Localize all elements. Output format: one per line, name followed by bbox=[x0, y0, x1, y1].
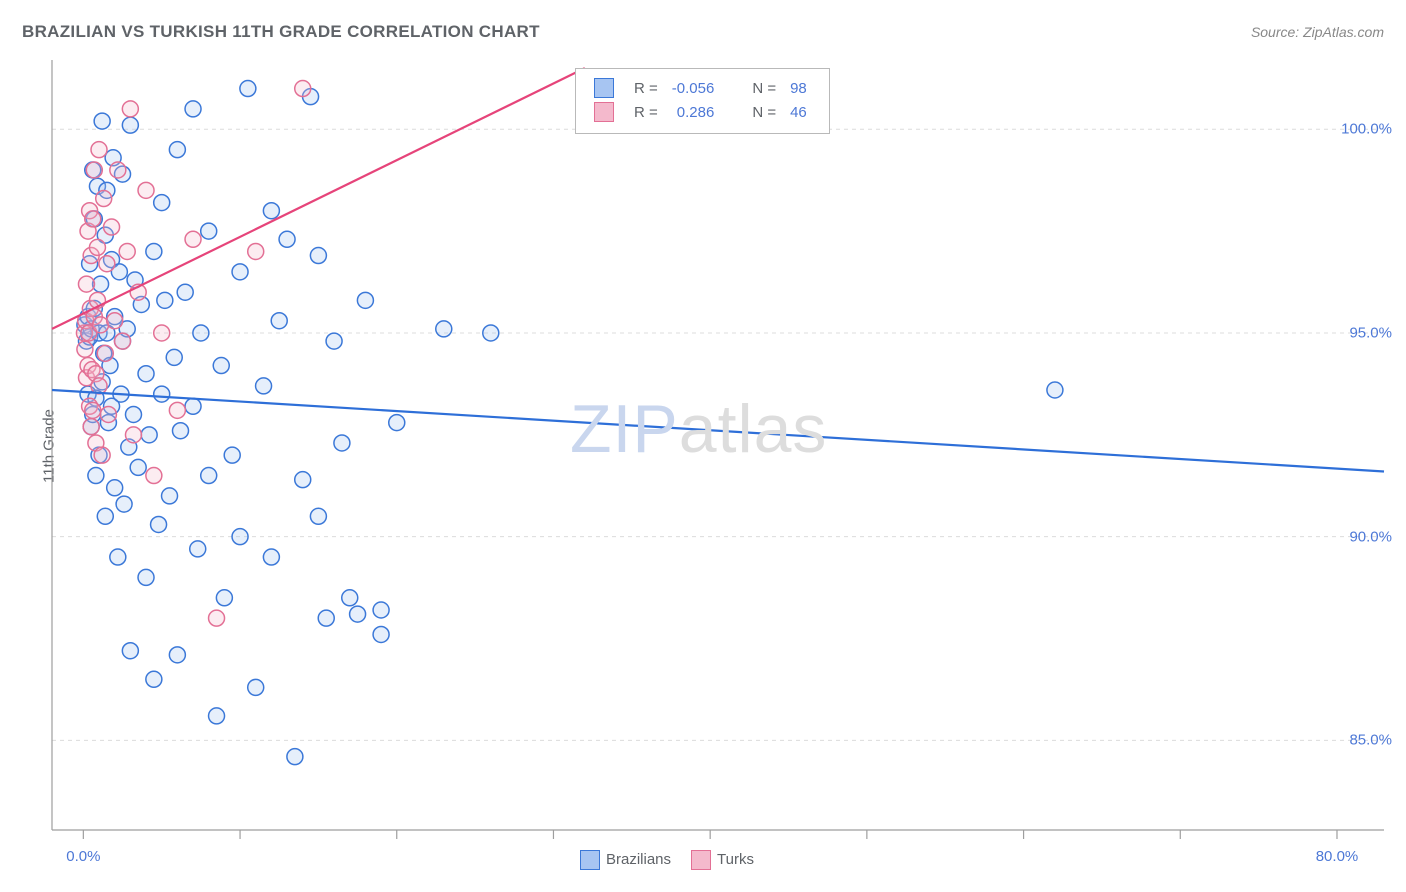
legend-swatch bbox=[594, 78, 614, 98]
stats-row: R =-0.056 N =98 bbox=[588, 77, 813, 99]
y-tick-label: 85.0% bbox=[1349, 732, 1392, 749]
stats-legend-box: R =-0.056 N =98 R =0.286 N =46 bbox=[575, 68, 830, 134]
x-tick-label-max: 80.0% bbox=[1316, 848, 1359, 865]
y-tick-label: 90.0% bbox=[1349, 528, 1392, 545]
stat-n-label: N = bbox=[746, 77, 782, 99]
legend-label: Brazilians bbox=[606, 851, 671, 868]
stat-r-value: -0.056 bbox=[666, 77, 721, 99]
bottom-legend: Brazilians Turks bbox=[580, 850, 754, 870]
legend-label: Turks bbox=[717, 851, 754, 868]
legend-item: Brazilians bbox=[580, 850, 671, 870]
stat-n-value: 46 bbox=[784, 101, 813, 123]
legend-swatch bbox=[594, 102, 614, 122]
legend-swatch bbox=[691, 850, 711, 870]
stat-r-value: 0.286 bbox=[666, 101, 721, 123]
stat-r-label: R = bbox=[628, 77, 664, 99]
legend-item: Turks bbox=[691, 850, 754, 870]
x-tick-label-min: 0.0% bbox=[66, 848, 100, 865]
stat-n-value: 98 bbox=[784, 77, 813, 99]
legend-swatch bbox=[580, 850, 600, 870]
stats-row: R =0.286 N =46 bbox=[588, 101, 813, 123]
y-tick-label: 100.0% bbox=[1341, 121, 1392, 138]
stats-table: R =-0.056 N =98 R =0.286 N =46 bbox=[586, 75, 815, 125]
y-tick-label: 95.0% bbox=[1349, 324, 1392, 341]
stat-n-label: N = bbox=[746, 101, 782, 123]
stat-r-label: R = bbox=[628, 101, 664, 123]
